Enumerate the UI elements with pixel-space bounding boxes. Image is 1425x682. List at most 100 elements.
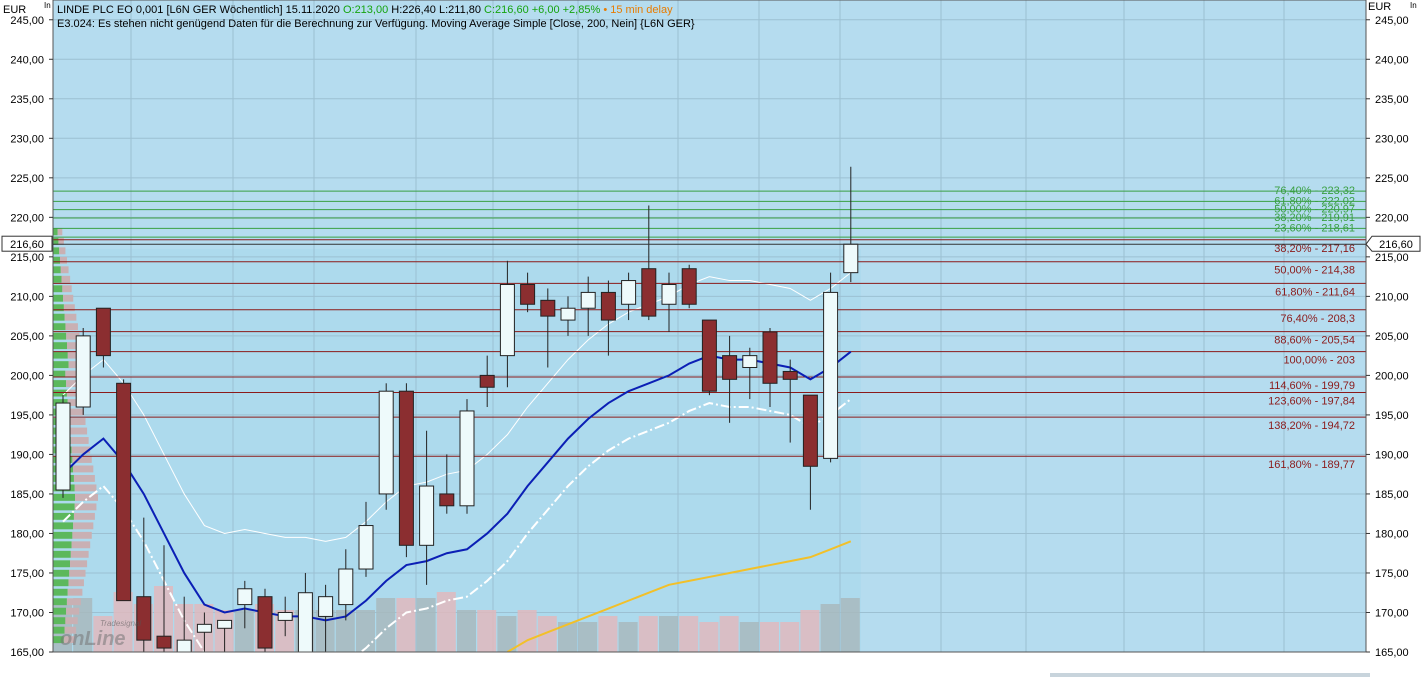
candle (338, 549, 354, 621)
y-axis-label-left: 165,00 (10, 647, 44, 659)
volume-bar (517, 610, 537, 652)
fib-level-label: 100,00% - 203 (1283, 355, 1355, 367)
candle-body (499, 284, 515, 357)
x-axis-area (0, 652, 1425, 677)
fib-level-label: 161,80% - 189,77 (1268, 459, 1355, 471)
y-axis-label-left: 180,00 (10, 528, 44, 540)
volume-profile-bar (73, 474, 95, 482)
candle-body (75, 335, 91, 408)
volume-bar (578, 622, 598, 652)
candles (55, 166, 859, 682)
volume-bar (396, 598, 416, 652)
instrument-info: LINDE PLC EO 0,001 [L6N GER Wöchentlich]… (57, 4, 340, 16)
volume-profile-bar (53, 550, 71, 558)
volume-bar (659, 616, 678, 652)
y-axis-label-left: 195,00 (10, 410, 44, 422)
upper-band-line (62, 272, 852, 542)
candle (823, 272, 839, 463)
volume-bar (598, 616, 618, 652)
fib-level-label: 114,60% - 199,79 (1269, 380, 1355, 392)
volume-profile-bar (53, 266, 61, 274)
volume-profile-bar (53, 531, 73, 539)
volume-profile-bar (53, 389, 67, 397)
candle (277, 596, 293, 637)
y-axis-label-left: 205,00 (10, 331, 44, 343)
y-axis-label-right: 230,00 (1375, 133, 1409, 145)
fib-level-label: 50,00% - 214,38 (1274, 265, 1355, 277)
volume-profile-bar (72, 456, 92, 463)
fib-level-label: 38,20% - 217,16 (1274, 243, 1355, 255)
y-axis-label-right: 195,00 (1375, 410, 1409, 422)
candle (701, 319, 717, 396)
volume-profile-bar (66, 598, 81, 606)
volume-profile-bar (53, 351, 68, 359)
candle (762, 327, 778, 408)
close-change-value: C:216,60 +6,00 +2,85% (484, 4, 601, 16)
volume-profile-bar (65, 323, 78, 331)
candle-body (621, 280, 637, 305)
candle (358, 501, 374, 577)
volume-profile-bar (60, 266, 69, 274)
volume-profile-bar (69, 418, 86, 425)
volume-profile-bar (58, 237, 64, 245)
candle-body (802, 394, 818, 467)
volume-bar (113, 592, 133, 652)
volume-bar (497, 616, 517, 652)
candle-body (156, 635, 172, 649)
volume-profile-bar (57, 228, 63, 236)
candle (802, 394, 818, 510)
candle (419, 430, 435, 585)
volume-profile-bar (64, 313, 77, 321)
volume-profile-bar (67, 588, 83, 596)
candle (439, 454, 455, 514)
candle-body (762, 331, 778, 384)
envelope-band (53, 248, 861, 653)
volume-profile-bar (53, 617, 66, 625)
candle-body (237, 588, 253, 606)
volume-profile-bar (74, 484, 97, 492)
candle-body (681, 268, 697, 305)
volume-profile-bar (53, 323, 66, 331)
candle (681, 264, 697, 309)
volume-profile-bar (53, 512, 74, 520)
candle-body (398, 390, 414, 546)
candle (378, 383, 394, 510)
y-axis-label-right: 220,00 (1375, 212, 1409, 224)
candle (479, 355, 495, 408)
volume-profile-bar (53, 579, 69, 587)
candle-body (439, 493, 455, 507)
ma-short-line (62, 350, 852, 622)
candle-body (277, 611, 293, 621)
volume-profile-bar (53, 256, 60, 264)
fib-level-label: 76,40% - 208,3 (1280, 313, 1355, 325)
candle (580, 276, 596, 336)
volume-profile-bar (53, 342, 68, 350)
volume-bar (638, 616, 658, 652)
candle-body (540, 299, 556, 317)
y-axis-label-left: 220,00 (10, 212, 44, 224)
y-axis-label-left: 210,00 (10, 291, 44, 303)
volume-profile-bar (65, 370, 78, 378)
y-axis-label-right: 245,00 (1375, 15, 1409, 27)
candle-body (318, 596, 334, 617)
volume-profile-bar (63, 304, 75, 312)
y-axis-label-right: 170,00 (1375, 607, 1409, 619)
volume-profile-bar (73, 522, 94, 530)
candle-body (297, 592, 313, 653)
volume-profile-bar (64, 626, 77, 634)
volume-profile-bar (66, 380, 80, 388)
y-axis: 165,00 165,00 170,00 170,00 175,00 175,00 180,… (10, 15, 1408, 659)
y-axis-label-right: 235,00 (1375, 94, 1409, 106)
candle (540, 288, 556, 368)
candle (520, 272, 536, 313)
candle (742, 347, 758, 400)
volume-profile-bar (59, 247, 66, 255)
candle-body (600, 291, 616, 321)
y-axis-label-left: 225,00 (10, 173, 44, 185)
volume-profile-bar (67, 399, 83, 407)
volume-profile-bar (67, 351, 83, 359)
candle-body (843, 243, 859, 274)
volume-profile-bar (60, 256, 67, 264)
